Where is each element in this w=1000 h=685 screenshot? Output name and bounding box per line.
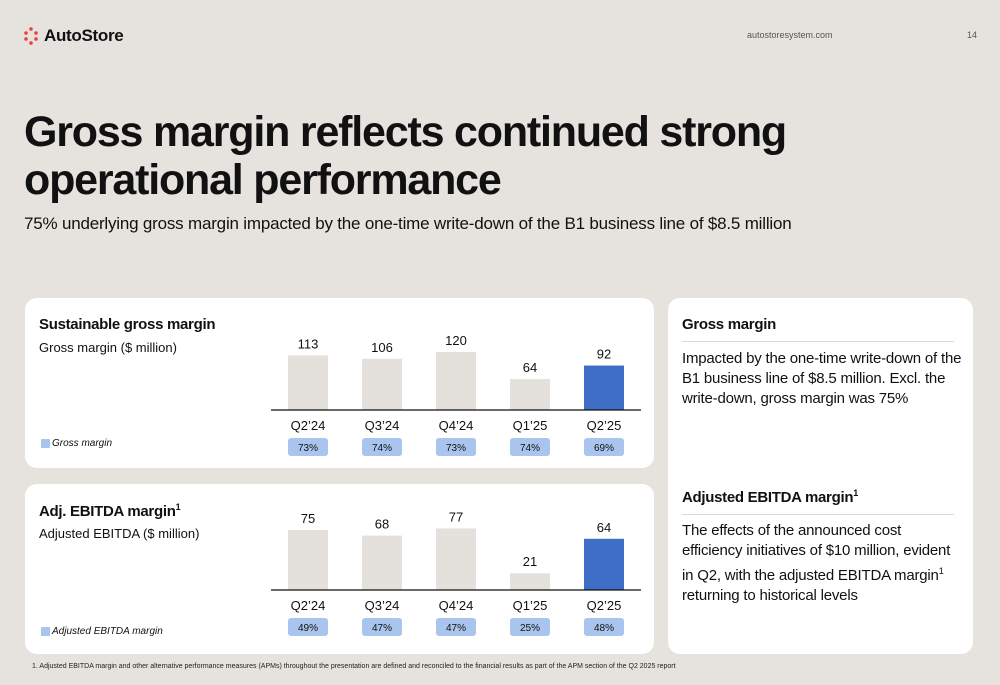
- data-label: 77: [449, 509, 463, 524]
- gross-margin-text: Impacted by the one-time write-down of t…: [682, 350, 962, 407]
- tick-label: Q3’24: [365, 418, 400, 433]
- bar: [436, 528, 476, 590]
- bar: [510, 573, 550, 590]
- margin-label: 74%: [372, 443, 392, 454]
- gross-margin-card: Sustainable gross margin Gross margin ($…: [25, 298, 654, 468]
- margin-badge: [436, 618, 476, 636]
- data-label: 113: [298, 336, 319, 351]
- bar: [288, 355, 328, 410]
- data-label: 64: [597, 520, 611, 535]
- margin-label: 25%: [520, 623, 540, 634]
- ebitda-card: Adj. EBITDA margin1 Adjusted EBITDA ($ m…: [25, 484, 654, 654]
- data-label: 106: [371, 340, 393, 355]
- chart-legend: Adjusted EBITDA margin: [41, 626, 163, 637]
- tick-label: Q1’25: [513, 418, 548, 433]
- data-label: 68: [375, 517, 389, 532]
- autostore-dots-icon: [24, 27, 38, 45]
- bar: [362, 358, 402, 410]
- gross-margin-heading: Gross margin: [682, 316, 776, 333]
- bar: [362, 535, 402, 590]
- legend-swatch: [41, 439, 50, 448]
- margin-badge: [288, 438, 328, 456]
- tick-label: Q3’24: [365, 598, 400, 613]
- gross-margin-chart: 113 Q2’24 73% 106 Q3’24 74% 120 Q4’24 73% 64 Q1’25…: [271, 333, 641, 456]
- tick-label: Q1’25: [513, 598, 548, 613]
- margin-label: 69%: [594, 443, 614, 454]
- autostore-logo: AutoStore: [24, 26, 124, 46]
- margin-badge: [288, 618, 328, 636]
- tick-label: Q4’24: [439, 418, 474, 433]
- ebitda-text: The effects of the announced cost effici…: [682, 522, 951, 604]
- margin-label: 47%: [372, 623, 392, 634]
- data-label: 92: [597, 347, 611, 362]
- card-title: Sustainable gross margin: [39, 316, 216, 333]
- card-subtitle: Adjusted EBITDA ($ million): [39, 526, 200, 541]
- commentary-card: Gross margin Impacted by the one-time wr…: [668, 298, 973, 654]
- card-subtitle: Gross margin ($ million): [39, 340, 177, 355]
- margin-badge: [436, 438, 476, 456]
- data-label: 64: [523, 360, 537, 375]
- website-url[interactable]: autostoresystem.com: [747, 30, 833, 40]
- margin-badge: [584, 618, 624, 636]
- tick-label: Q2’25: [587, 598, 622, 613]
- divider: [682, 514, 954, 515]
- footnote: 1. Adjusted EBITDA margin and other alte…: [32, 663, 676, 670]
- page-title: Gross margin reflects continued strong o…: [24, 108, 787, 204]
- margin-badge: [362, 618, 402, 636]
- tick-label: Q4’24: [439, 598, 474, 613]
- margin-badge: [362, 438, 402, 456]
- divider: [682, 341, 954, 342]
- data-label: 75: [301, 511, 315, 526]
- bar: [584, 365, 624, 410]
- margin-badge: [510, 618, 550, 636]
- legend-label: Adjusted EBITDA margin: [52, 626, 163, 637]
- margin-label: 48%: [594, 623, 614, 634]
- page-number: 14: [967, 30, 978, 40]
- ebitda-chart: 75 Q2’24 49% 68 Q3’24 47% 77 Q4’24 47% 21 Q1’25 25%…: [271, 509, 641, 636]
- bar: [584, 538, 624, 590]
- page-subtitle: 75% underlying gross margin impacted by …: [24, 214, 792, 233]
- card-title: Adj. EBITDA margin1: [39, 502, 181, 520]
- legend-label: Gross margin: [52, 438, 113, 449]
- tick-label: Q2’24: [291, 418, 326, 433]
- bar: [288, 530, 328, 590]
- margin-badge: [510, 438, 550, 456]
- bar: [510, 379, 550, 410]
- logo-text: AutoStore: [44, 26, 124, 45]
- legend-swatch: [41, 627, 50, 636]
- chart-legend: Gross margin: [41, 438, 112, 449]
- margin-label: 73%: [446, 443, 466, 454]
- margin-label: 73%: [298, 443, 318, 454]
- margin-badge: [584, 438, 624, 456]
- bar: [436, 352, 476, 410]
- margin-label: 47%: [446, 623, 466, 634]
- ebitda-heading: Adjusted EBITDA margin1: [682, 488, 858, 506]
- data-label: 120: [445, 333, 467, 348]
- margin-label: 74%: [520, 443, 540, 454]
- tick-label: Q2’24: [291, 598, 326, 613]
- data-label: 21: [523, 554, 537, 569]
- margin-label: 49%: [298, 623, 318, 634]
- tick-label: Q2’25: [587, 418, 622, 433]
